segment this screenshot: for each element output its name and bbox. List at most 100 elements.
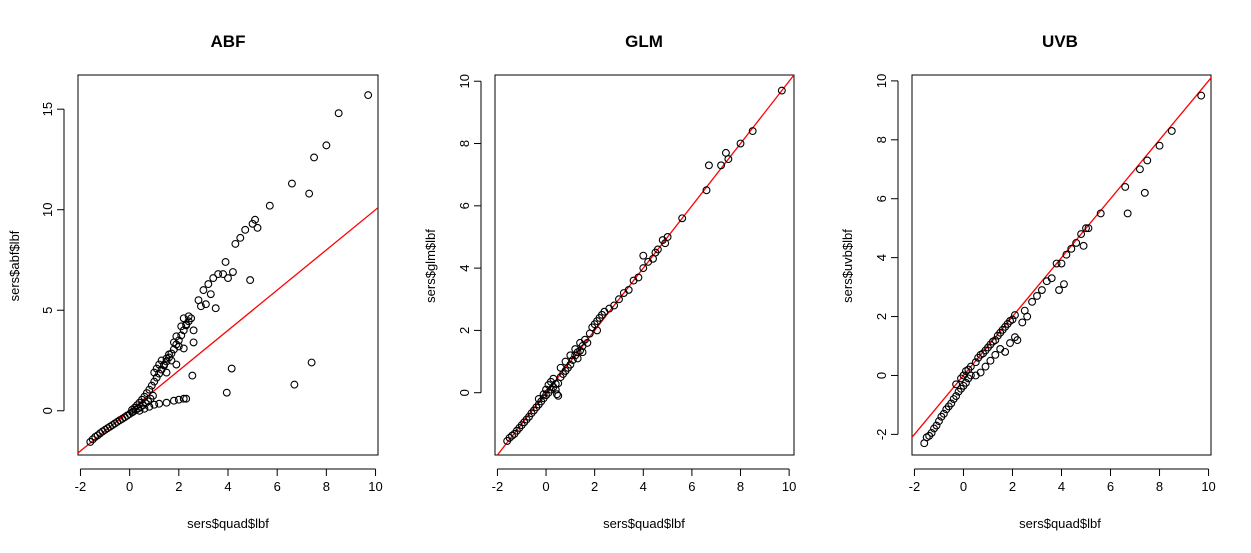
data-point bbox=[1077, 230, 1086, 239]
data-point bbox=[566, 351, 575, 360]
data-point bbox=[182, 394, 191, 403]
data-point bbox=[162, 368, 171, 377]
data-point bbox=[1079, 241, 1088, 250]
data-point bbox=[702, 186, 711, 195]
x-tick-label: 2 bbox=[1009, 479, 1016, 494]
x-tick-label: -2 bbox=[909, 479, 921, 494]
data-point bbox=[1001, 347, 1010, 356]
data-point bbox=[935, 417, 943, 426]
data-point bbox=[364, 91, 373, 100]
data-point bbox=[222, 388, 231, 397]
data-point bbox=[976, 368, 985, 377]
x-tick-label: 8 bbox=[737, 479, 744, 494]
data-point bbox=[952, 392, 961, 401]
data-point bbox=[231, 239, 240, 248]
data-point bbox=[152, 364, 161, 373]
data-point bbox=[209, 274, 218, 283]
x-tick-label: 6 bbox=[688, 479, 695, 494]
data-point bbox=[152, 373, 161, 382]
data-point bbox=[639, 264, 648, 273]
data-point bbox=[157, 356, 166, 365]
x-tick-label: 10 bbox=[1201, 479, 1215, 494]
x-tick-label: 6 bbox=[274, 479, 281, 494]
data-point bbox=[188, 371, 197, 380]
data-point bbox=[150, 400, 159, 409]
data-point bbox=[224, 274, 232, 283]
plot-frame bbox=[494, 74, 795, 456]
data-point bbox=[167, 356, 176, 365]
x-axis-label: sers$quad$lbf bbox=[1019, 516, 1101, 531]
data-point bbox=[86, 437, 95, 446]
y-tick-label: 10 bbox=[457, 74, 472, 88]
reference-line bbox=[912, 77, 1211, 438]
x-tick-label: 10 bbox=[782, 479, 796, 494]
data-point bbox=[615, 295, 623, 304]
data-point bbox=[610, 301, 619, 310]
data-point bbox=[1123, 209, 1132, 218]
data-point bbox=[678, 214, 687, 223]
data-point bbox=[939, 409, 948, 418]
y-axis-label: sers$uvb$lbf bbox=[840, 229, 855, 303]
data-point bbox=[177, 322, 186, 331]
data-point bbox=[1167, 127, 1176, 135]
data-point bbox=[971, 358, 980, 367]
data-point bbox=[88, 435, 97, 444]
data-point bbox=[322, 141, 331, 150]
x-tick-label: 8 bbox=[323, 479, 330, 494]
data-point bbox=[966, 362, 975, 371]
data-point bbox=[236, 233, 245, 242]
data-point bbox=[658, 236, 667, 245]
data-point bbox=[189, 338, 198, 347]
data-point bbox=[932, 421, 941, 430]
x-tick-label: -2 bbox=[492, 479, 504, 494]
data-point bbox=[227, 364, 236, 373]
y-tick-label: -2 bbox=[874, 429, 889, 441]
data-point bbox=[959, 371, 968, 380]
data-point bbox=[1096, 209, 1105, 218]
x-axis-label: sers$quad$lbf bbox=[187, 516, 269, 531]
data-point bbox=[334, 109, 343, 118]
data-point bbox=[736, 139, 745, 148]
data-point bbox=[981, 362, 990, 371]
data-point bbox=[991, 336, 1000, 345]
y-tick-label: 2 bbox=[457, 327, 472, 334]
data-point bbox=[307, 358, 316, 367]
data-point bbox=[1033, 291, 1041, 300]
y-tick-label: 0 bbox=[457, 389, 472, 396]
data-point bbox=[561, 357, 570, 366]
y-tick-label: 4 bbox=[874, 254, 889, 261]
x-tick-label: 2 bbox=[591, 479, 598, 494]
data-point bbox=[206, 290, 215, 299]
data-point bbox=[927, 428, 936, 437]
data-point bbox=[961, 378, 970, 387]
data-point bbox=[1010, 311, 1019, 320]
data-point bbox=[184, 312, 193, 321]
data-point bbox=[1008, 315, 1017, 324]
data-point bbox=[539, 390, 548, 399]
data-point bbox=[1055, 286, 1063, 294]
data-point bbox=[155, 369, 164, 378]
data-point bbox=[150, 368, 159, 377]
data-point bbox=[1047, 274, 1056, 283]
y-tick-label: 6 bbox=[874, 195, 889, 202]
data-point bbox=[172, 332, 181, 341]
data-point bbox=[310, 153, 319, 162]
data-point bbox=[174, 336, 183, 345]
data-point bbox=[214, 270, 223, 278]
x-tick-label: 0 bbox=[960, 479, 967, 494]
data-point bbox=[174, 395, 183, 404]
x-tick-label: -2 bbox=[75, 479, 87, 494]
data-point bbox=[1197, 91, 1206, 100]
y-tick-label: 15 bbox=[40, 102, 55, 116]
data-point bbox=[947, 399, 956, 408]
data-point bbox=[248, 219, 257, 228]
data-point bbox=[150, 377, 159, 386]
data-point bbox=[211, 304, 220, 313]
x-tick-label: 4 bbox=[224, 479, 231, 494]
panel-glm: GLM sers$quad$lbf sers$glm$lbf -2 0 2 4 6 8 10… bbox=[423, 32, 796, 531]
reference-line bbox=[78, 207, 378, 454]
data-point bbox=[704, 161, 713, 170]
data-point bbox=[219, 270, 228, 278]
data-point bbox=[1037, 286, 1046, 294]
data-point bbox=[1155, 141, 1164, 150]
